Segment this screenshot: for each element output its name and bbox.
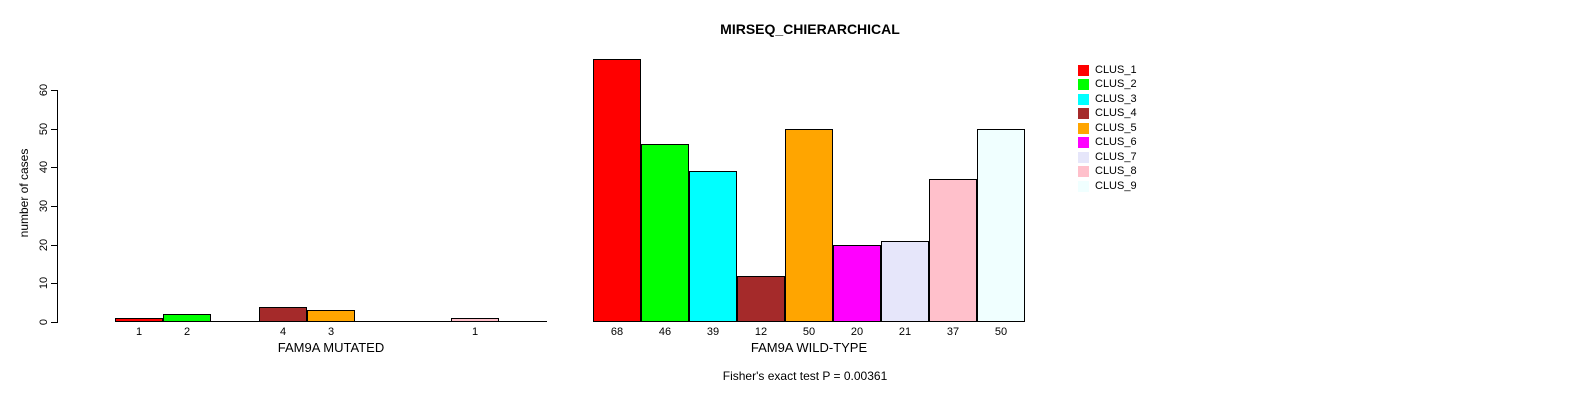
legend-label: CLUS_2 xyxy=(1095,78,1137,91)
legend-swatch-icon xyxy=(1078,79,1089,91)
legend-swatch-icon xyxy=(1078,93,1089,105)
legend-label: CLUS_3 xyxy=(1095,92,1137,105)
x-axis-label-wildtype: FAM9A WILD-TYPE xyxy=(750,340,868,355)
zero-bar-clus_9 xyxy=(499,321,547,322)
bar-clus_8 xyxy=(451,318,499,322)
legend-swatch-icon xyxy=(1078,151,1089,163)
y-tick-label: 60 xyxy=(38,83,50,97)
bar-clus_8 xyxy=(929,179,977,322)
legend-row-clus_7: CLUS_7 xyxy=(1078,150,1137,165)
bar-value-label: 4 xyxy=(279,326,287,338)
bar-clus_4 xyxy=(737,276,785,322)
bar-value-label: 3 xyxy=(327,326,335,338)
legend-row-clus_1: CLUS_1 xyxy=(1078,63,1137,78)
bar-clus_9 xyxy=(977,129,1025,322)
bar-clus_5 xyxy=(307,310,355,322)
legend-label: CLUS_6 xyxy=(1095,136,1137,149)
chart-title: MIRSEQ_CHIERARCHICAL xyxy=(720,21,900,37)
legend: CLUS_1 CLUS_2 CLUS_3 CLUS_4 CLUS_5 CLUS_6 CLUS… xyxy=(1078,63,1137,194)
legend-row-clus_5: CLUS_5 xyxy=(1078,121,1137,136)
legend-row-clus_4: CLUS_4 xyxy=(1078,107,1137,122)
y-tick-mark xyxy=(51,283,58,284)
bar-value-label: 1 xyxy=(471,326,479,338)
y-tick-label: 50 xyxy=(38,122,50,136)
bar-clus_1 xyxy=(593,59,641,322)
zero-bar-clus_7 xyxy=(403,321,451,322)
legend-row-clus_9: CLUS_9 xyxy=(1078,179,1137,194)
bar-clus_5 xyxy=(785,129,833,322)
bar-value-label: 2 xyxy=(183,326,191,338)
y-tick-label: 40 xyxy=(38,160,50,174)
y-tick-mark xyxy=(51,129,58,130)
y-axis-label: number of cases xyxy=(17,148,31,238)
legend-swatch-icon xyxy=(1078,166,1089,178)
y-tick-label: 0 xyxy=(38,318,50,326)
legend-label: CLUS_1 xyxy=(1095,63,1137,76)
x-axis-label-mutated: FAM9A MUTATED xyxy=(277,340,385,355)
legend-swatch-icon xyxy=(1078,108,1089,120)
legend-row-clus_8: CLUS_8 xyxy=(1078,165,1137,180)
bar-value-label: 12 xyxy=(754,326,768,338)
y-tick-label: 10 xyxy=(38,276,50,290)
y-tick-label: 30 xyxy=(38,199,50,213)
bar-clus_2 xyxy=(163,314,211,322)
zero-bar-clus_3 xyxy=(211,321,259,322)
legend-swatch-icon xyxy=(1078,122,1089,134)
bar-clus_3 xyxy=(689,171,737,322)
bar-value-label: 21 xyxy=(898,326,912,338)
bar-clus_2 xyxy=(641,144,689,322)
y-tick-mark xyxy=(51,322,58,323)
fisher-test-annotation: Fisher's exact test P = 0.00361 xyxy=(722,369,888,383)
legend-row-clus_2: CLUS_2 xyxy=(1078,78,1137,93)
y-tick-mark xyxy=(51,245,58,246)
legend-swatch-icon xyxy=(1078,64,1089,76)
legend-swatch-icon xyxy=(1078,137,1089,149)
bar-value-label: 68 xyxy=(610,326,624,338)
bar-clus_6 xyxy=(833,245,881,322)
y-tick-mark xyxy=(51,167,58,168)
bar-clus_7 xyxy=(881,241,929,322)
zero-bar-clus_6 xyxy=(355,321,403,322)
legend-label: CLUS_5 xyxy=(1095,121,1137,134)
y-tick-mark xyxy=(51,90,58,91)
legend-label: CLUS_4 xyxy=(1095,107,1137,120)
legend-label: CLUS_9 xyxy=(1095,179,1137,192)
y-tick-label: 20 xyxy=(38,238,50,252)
legend-label: CLUS_7 xyxy=(1095,150,1137,163)
legend-swatch-icon xyxy=(1078,180,1089,192)
legend-row-clus_3: CLUS_3 xyxy=(1078,92,1137,107)
legend-label: CLUS_8 xyxy=(1095,165,1137,178)
bar-value-label: 39 xyxy=(706,326,720,338)
bar-value-label: 46 xyxy=(658,326,672,338)
bar-clus_4 xyxy=(259,307,307,322)
y-tick-mark xyxy=(51,206,58,207)
bar-clus_1 xyxy=(115,318,163,322)
legend-row-clus_6: CLUS_6 xyxy=(1078,136,1137,151)
bar-value-label: 50 xyxy=(994,326,1008,338)
bar-value-label: 20 xyxy=(850,326,864,338)
bar-value-label: 50 xyxy=(802,326,816,338)
bar-value-label: 1 xyxy=(135,326,143,338)
bar-value-label: 37 xyxy=(946,326,960,338)
